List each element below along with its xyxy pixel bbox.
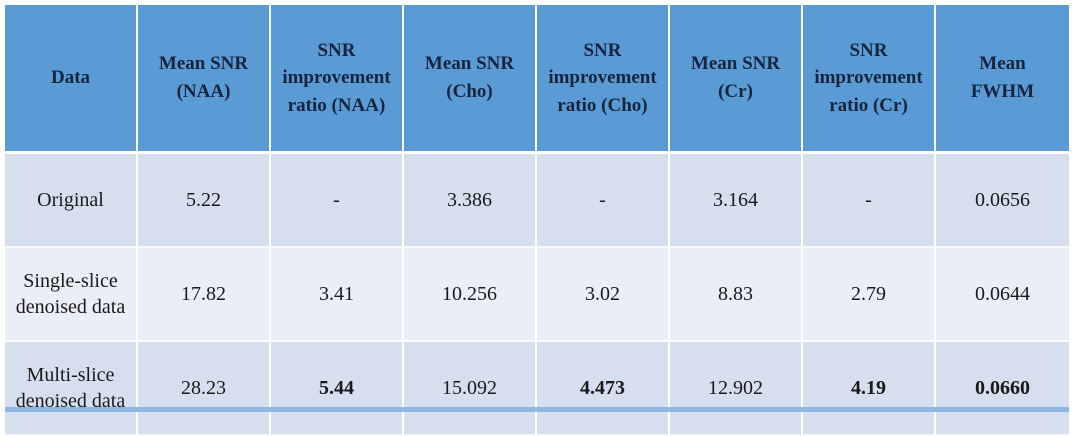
value-cell: 3.41 xyxy=(271,248,404,342)
table-row: Original 5.22-3.386-3.164-0.0656 xyxy=(5,154,1069,248)
value-cell: - xyxy=(537,154,670,248)
value-cell: 2.79 xyxy=(803,248,936,342)
value-cell: 15.092 xyxy=(404,342,537,436)
value-cell: 3.164 xyxy=(670,154,803,248)
table-row: Single-slice denoised data 17.82 3.41 10.25… xyxy=(5,248,1069,342)
value-cell: 5.44 xyxy=(271,342,404,436)
header-cell-5: Mean SNR (Cr) xyxy=(670,5,803,154)
table-bottom-border xyxy=(5,407,1069,412)
header-cell-7: Mean FWHM xyxy=(936,5,1069,154)
value-cell: 5.22 xyxy=(138,154,271,248)
row-label-cell: Multi-slice denoised data xyxy=(5,342,138,436)
value-cell: 3.02 xyxy=(537,248,670,342)
table-body: Original 5.22-3.386-3.164-0.0656 Single-sl… xyxy=(5,154,1069,436)
value-cell: 12.902 xyxy=(670,342,803,436)
table-row: Multi-slice denoised data 28.23 5.44 15.092… xyxy=(5,342,1069,436)
table-header: Data Mean SNR (NAA) SNR improvement ratio … xyxy=(5,5,1069,154)
header-row: Data Mean SNR (NAA) SNR improvement ratio … xyxy=(5,5,1069,154)
value-cell: 0.0660 xyxy=(936,342,1069,436)
row-label-cell: Original xyxy=(5,154,138,248)
value-cell: - xyxy=(271,154,404,248)
value-cell: 8.83 xyxy=(670,248,803,342)
value-cell: 17.82 xyxy=(138,248,271,342)
header-cell-6: SNR improvement ratio (Cr) xyxy=(803,5,936,154)
snr-metrics-table: Data Mean SNR (NAA) SNR improvement ratio … xyxy=(5,5,1069,436)
value-cell: 10.256 xyxy=(404,248,537,342)
value-cell: 4.19 xyxy=(803,342,936,436)
header-cell-4: SNR improvement ratio (Cho) xyxy=(537,5,670,154)
value-cell: 0.0644 xyxy=(936,248,1069,342)
value-cell: 0.0656 xyxy=(936,154,1069,248)
header-cell-2: SNR improvement ratio (NAA) xyxy=(271,5,404,154)
header-cell-0: Data xyxy=(5,5,138,154)
row-label-cell: Single-slice denoised data xyxy=(5,248,138,342)
value-cell: 28.23 xyxy=(138,342,271,436)
value-cell: 4.473 xyxy=(537,342,670,436)
value-cell: 3.386 xyxy=(404,154,537,248)
slide-canvas: Data Mean SNR (NAA) SNR improvement ratio … xyxy=(5,5,1069,436)
header-cell-1: Mean SNR (NAA) xyxy=(138,5,271,154)
value-cell: - xyxy=(803,154,936,248)
header-cell-3: Mean SNR (Cho) xyxy=(404,5,537,154)
